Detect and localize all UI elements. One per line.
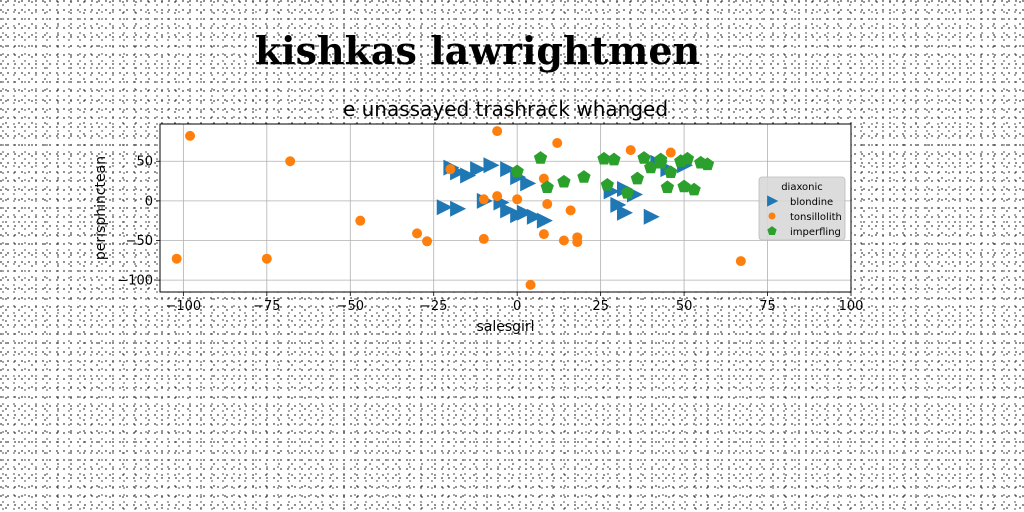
legend-label-imperfling: imperfling [790, 227, 841, 238]
imperfling-point [630, 171, 645, 185]
tonsillolith-point [565, 205, 576, 216]
blondine-point [610, 196, 627, 213]
tonsillolith-point [478, 194, 489, 205]
imperfling-point [644, 160, 658, 174]
imperfling-point [557, 174, 571, 188]
legend-marker-blondine [767, 195, 779, 207]
tonsillolith-point [542, 199, 553, 210]
imperfling-point [607, 152, 621, 166]
x-axis-label: salesgirl [476, 319, 534, 335]
imperfling-point [664, 165, 678, 179]
tonsillolith-point [538, 229, 549, 240]
legend-label-blondine: blondine [790, 197, 833, 208]
tonsillolith-point [412, 228, 423, 239]
tonsillolith-point [171, 253, 182, 264]
figure-suptitle: kishkas lawrightmen [254, 28, 701, 73]
y-axis-label: perisphinctean [93, 156, 109, 260]
y-tick-label: −100 [117, 274, 153, 289]
legend-title: diaxonic [781, 182, 823, 193]
tonsillolith-point [478, 233, 489, 244]
blondine-point [483, 157, 500, 174]
legend-marker-imperfling [767, 226, 777, 235]
imperfling-point [687, 182, 701, 196]
x-tick-label: −25 [420, 299, 447, 314]
legend-label-tonsillolith: tonsillolith [790, 212, 842, 223]
imperfling-point [680, 151, 695, 165]
imperfling-point [700, 157, 715, 171]
imperfling-point [597, 151, 611, 165]
tonsillolith-point [492, 126, 503, 137]
tonsillolith-point [492, 191, 503, 202]
y-tick-label: 50 [136, 155, 153, 170]
tonsillolith-point [552, 138, 563, 149]
x-tick-label: 0 [513, 299, 521, 314]
tonsillolith-point [185, 130, 196, 141]
blondine-point [500, 161, 517, 178]
x-tick-label: −50 [337, 299, 364, 314]
blondine-point [526, 208, 543, 225]
imperfling-point [600, 178, 614, 191]
blondine-point [516, 204, 533, 221]
tonsillolith-point [285, 156, 296, 167]
blondine-point [460, 167, 477, 184]
y-tick-label: 0 [145, 194, 153, 209]
blondine-point [536, 212, 553, 229]
tonsillolith-point [572, 237, 583, 248]
x-tick-label: 50 [676, 299, 693, 314]
blondine-point [436, 199, 453, 216]
tonsillolith-point [558, 235, 569, 246]
x-tick-label: 100 [839, 299, 864, 314]
legend: diaxonic blondine tonsillolith imperfling [758, 176, 846, 241]
imperfling-point [677, 179, 691, 193]
blondine-point [450, 200, 467, 217]
data-points [171, 126, 746, 290]
imperfling-point [577, 170, 591, 183]
imperfling-point [620, 185, 635, 199]
imperfling-point [660, 180, 675, 194]
x-tick-label: −100 [166, 299, 202, 314]
tonsillolith-point [445, 164, 456, 175]
tonsillolith-point [525, 279, 536, 290]
tonsillolith-point [355, 215, 366, 226]
tonsillolith-point [422, 236, 433, 247]
blondine-point [617, 204, 634, 221]
tonsillolith-point [512, 194, 523, 205]
legend-marker-tonsillolith [768, 212, 776, 220]
imperfling-point [540, 180, 554, 194]
tonsillolith-point [261, 253, 272, 264]
plot-frame [159, 123, 852, 293]
blondine-point [643, 208, 660, 225]
imperfling-point [533, 151, 548, 164]
blondine-point [520, 175, 537, 192]
imperfling-point [510, 164, 524, 178]
blondine-point [470, 161, 487, 178]
blondine-point [500, 202, 517, 219]
imperfling-point [654, 152, 668, 166]
x-tick-label: 75 [759, 299, 776, 314]
imperfling-point [637, 151, 651, 164]
y-tick-label: −50 [126, 234, 153, 249]
tonsillolith-point [735, 256, 746, 267]
chart-title: e unassayed trashrack whanged [343, 97, 668, 121]
x-tick-label: 25 [592, 299, 609, 314]
tonsillolith-point [625, 145, 636, 156]
x-tick-label: −75 [253, 299, 280, 314]
legend-box [758, 176, 846, 241]
tonsillolith-point [665, 147, 676, 158]
